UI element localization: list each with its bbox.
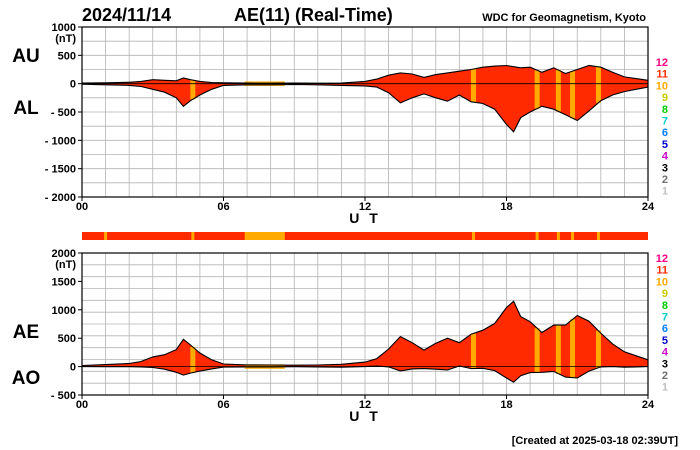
station-count-label: 9 [662,288,668,300]
count-bar-base [82,232,648,240]
y-tick-label: 500 [58,50,76,62]
count-bar-drop [471,232,475,240]
station-drop-band [570,71,576,119]
x-tick-label: 24 [642,399,655,411]
station-drop-band [190,347,196,373]
data-source: WDC for Geomagnetism, Kyoto [482,12,646,24]
x-tick-label: 00 [76,399,88,411]
station-count-label: 9 [662,92,668,104]
y-unit-label: (nT) [55,259,76,271]
series-line-ao [81,365,649,383]
station-count-label: 6 [662,323,668,335]
station-drop-band [555,325,561,374]
station-count-label: 12 [656,253,668,265]
ae-ao-envelope-fill [82,301,648,383]
y-tick-label: - 1500 [45,164,76,176]
station-count-label: 4 [662,151,669,163]
station-count-bar [82,232,648,240]
count-bar-drop [191,232,195,240]
station-drop-band [595,66,601,103]
y-tick-label: - 1000 [45,135,76,147]
y-tick-label: 2000 [52,248,76,260]
station-count-label: 8 [662,300,668,312]
x-tick-label: 24 [642,201,655,213]
au-al-panel: 1000 500 0 - 500 - 1000 - 1500 - 2000 (nT) 00 06 1… [12,22,655,226]
series-label-ao: AO [12,368,41,389]
station-count-label: 2 [662,370,668,382]
series-label-ae: AE [13,322,39,343]
x-tick-label: 18 [500,399,512,411]
x-tick-label: 06 [217,201,229,213]
series-label-au: AU [12,46,39,67]
au-al-envelope-fill [82,65,648,132]
count-bar-drop [104,232,108,240]
y-tick-label: 0 [70,362,76,374]
station-drop-band [570,319,576,378]
count-bar-drop [596,232,600,240]
station-drop-band [555,70,561,112]
y-unit-label: (nT) [55,33,76,45]
y-tick-label: 1500 [52,276,76,288]
station-count-label: 1 [662,186,668,198]
count-bar-drop [571,232,575,240]
station-count-label: 10 [656,80,668,92]
chart-date: 2024/11/14 [82,5,171,25]
station-count-label: 7 [662,312,668,324]
station-count-label: 6 [662,127,668,139]
station-drop-band [470,69,476,103]
station-count-label: 10 [656,276,668,288]
station-count-label: 3 [662,358,668,370]
created-timestamp: [Created at 2025-03-18 02:39UT] [512,435,679,447]
station-count-label: 2 [662,174,668,186]
y-tick-label: 500 [58,333,76,345]
station-count-label: 3 [662,162,668,174]
y-tick-label: 1000 [52,22,76,34]
x-axis-label: U T [349,408,381,424]
count-bar-drop [244,232,285,240]
series-line-al [81,83,649,133]
chart-title: AE(11) (Real-Time) [234,5,393,25]
station-drop-band [595,330,601,368]
y-tick-label: - 500 [51,390,76,402]
y-tick-label: 1000 [52,305,76,317]
x-axis-label: U T [349,210,381,226]
x-tick-label: 12 [359,399,371,411]
ae-ao-panel: 2000 1500 1000 500 0 - 500 (nT) 00 06 12 18 24 U T AE… [12,248,655,424]
x-tick-label: 00 [76,201,88,213]
station-drop-band [534,328,540,373]
station-count-label: 7 [662,116,668,128]
station-count-label: 1 [662,382,668,394]
series-label-al: AL [13,98,39,119]
station-count-label: 11 [656,265,668,277]
station-count-label: 8 [662,104,668,116]
station-drop-band [470,333,476,369]
y-tick-label: 0 [70,79,76,91]
y-tick-label: - 500 [51,107,76,119]
x-tick-label: 18 [500,201,512,213]
station-count-label: 5 [662,139,668,151]
x-tick-label: 12 [359,201,371,213]
station-count-label: 12 [656,57,668,69]
x-tick-label: 06 [217,399,229,411]
station-count-label: 5 [662,335,668,347]
y-tick-label: - 2000 [45,192,76,204]
station-drop-band [190,80,196,100]
count-bar-drop [535,232,539,240]
station-count-label: 4 [662,347,669,359]
station-count-label: 11 [656,69,668,81]
station-drop-band [534,70,540,109]
series-line-ae [81,300,649,367]
count-bar-drop [556,232,560,240]
series-line-au [81,64,649,84]
